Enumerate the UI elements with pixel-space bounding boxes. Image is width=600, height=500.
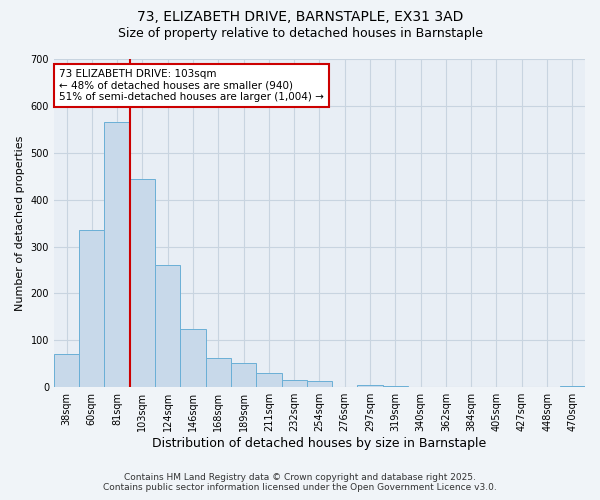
Bar [231, 363, 256, 387]
Text: Contains HM Land Registry data © Crown copyright and database right 2025.
Contai: Contains HM Land Registry data © Crown c… [103, 473, 497, 492]
Bar [383, 386, 408, 387]
X-axis label: Distribution of detached houses by size in Barnstaple: Distribution of detached houses by size … [152, 437, 487, 450]
Bar [181, 328, 206, 387]
Text: Size of property relative to detached houses in Barnstaple: Size of property relative to detached ho… [118, 28, 482, 40]
Bar [155, 266, 181, 387]
Bar [307, 381, 332, 387]
Y-axis label: Number of detached properties: Number of detached properties [15, 136, 25, 311]
Bar [560, 386, 585, 387]
Bar [130, 178, 155, 387]
Text: 73 ELIZABETH DRIVE: 103sqm
← 48% of detached houses are smaller (940)
51% of sem: 73 ELIZABETH DRIVE: 103sqm ← 48% of deta… [59, 69, 324, 102]
Text: 73, ELIZABETH DRIVE, BARNSTAPLE, EX31 3AD: 73, ELIZABETH DRIVE, BARNSTAPLE, EX31 3A… [137, 10, 463, 24]
Bar [256, 373, 281, 387]
Bar [79, 230, 104, 387]
Bar [104, 122, 130, 387]
Bar [206, 358, 231, 387]
Bar [54, 354, 79, 387]
Bar [358, 385, 383, 387]
Bar [281, 380, 307, 387]
